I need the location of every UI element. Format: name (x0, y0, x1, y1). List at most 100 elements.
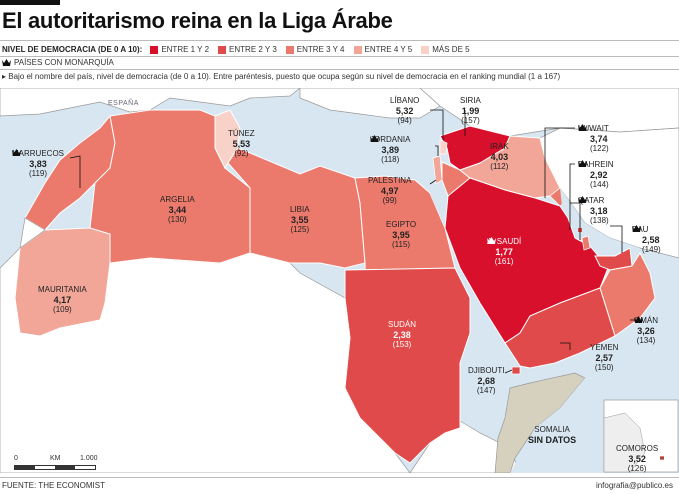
qatar-region (581, 235, 591, 251)
country-rank: (161) (494, 257, 514, 266)
asaudi-label: A. SAUDÍ 1,77 (161) (487, 237, 521, 267)
country-rank: (115) (392, 240, 411, 249)
legend-item-label: ENTRE 3 Y 4 (296, 45, 345, 54)
mauritania-label: MAURITANIA 4,17 (109) (38, 285, 87, 315)
egipto-label: EGIPTO 3,95 (115) (386, 220, 416, 250)
country-name: DJIBOUTI (468, 366, 505, 375)
western-sahara-region (19, 217, 46, 249)
country-rank: (109) (53, 305, 72, 314)
legend-item: ENTRE 4 Y 5 (353, 45, 413, 54)
legend: NIVEL DE DEMOCRACIA (DE 0 A 10): ENTRE 1… (2, 43, 677, 56)
country-name: EGIPTO (386, 220, 417, 229)
yemen-label: YEMEN 2,57 (150) (590, 343, 618, 373)
leader-line (544, 127, 575, 198)
leader-line (429, 179, 437, 185)
leader-line (560, 342, 571, 350)
country-name: KUWAIT (578, 124, 609, 133)
tunez-label: TÚNEZ 5,53 (92) (228, 129, 255, 159)
crown-icon (634, 316, 643, 323)
somalia-region (494, 372, 586, 473)
country-rank: (147) (476, 386, 496, 395)
country-rank: (118) (381, 155, 400, 164)
comoros-inset-land (603, 412, 646, 473)
country-name: IRAK (490, 142, 509, 151)
libano-label: LÍBANO 5,32 (94) (390, 96, 419, 126)
source-footer: FUENTE: THE ECONOMIST (2, 481, 105, 490)
kuwait-label: KUWAIT 3,74 (122) (578, 124, 609, 154)
leader-line (69, 155, 81, 188)
leader-line (435, 145, 439, 156)
legend-item-label: ENTRE 2 Y 3 (229, 45, 277, 54)
country-score: 2,57 (595, 353, 613, 363)
irak-label: IRAK 4,03 (112) (490, 142, 509, 172)
country-score: 2,68 (477, 376, 495, 386)
somalia-label: SOMALIA SIN DATOS (528, 425, 576, 445)
legend-item-label: MÁS DE 5 (432, 45, 470, 54)
leader-line (504, 369, 513, 374)
country-rank: (130) (168, 215, 187, 224)
country-score: 4,17 (53, 295, 72, 305)
country-score: 1,77 (495, 247, 513, 257)
country-name: MARRUECOS (12, 149, 65, 158)
country-name: PALESTINA (368, 176, 412, 185)
country-rank: (134) (636, 336, 656, 345)
country-name: OMÁN (634, 316, 658, 325)
country-score: 3,74 (590, 134, 608, 144)
country-name: QATAR (578, 196, 605, 205)
leader-line (570, 202, 581, 240)
country-rank: (125) (290, 225, 310, 234)
country-rank: (149) (642, 245, 661, 254)
country-score: 3,52 (628, 454, 646, 464)
legend-swatch (421, 45, 430, 54)
djibouti-region (511, 366, 521, 375)
country-name: LIBIA (290, 205, 310, 214)
marruecos-label: MARRUECOS 3,83 (119) (12, 149, 64, 179)
country-name: YEMEN (590, 343, 619, 352)
yemen-region (504, 287, 616, 369)
country-name: ARGELIA (160, 195, 195, 204)
djibouti-label: DJIBOUTI 2,68 (147) (468, 366, 504, 396)
country-rank: (126) (627, 464, 647, 473)
argelia-region (89, 109, 251, 264)
country-name: LÍBANO (390, 96, 420, 105)
country-score: 3,55 (291, 215, 309, 225)
country-score: 3,83 (29, 159, 47, 169)
scale-bar-graphic (14, 465, 96, 470)
country-score: 1,99 (461, 106, 480, 116)
country-rank: (157) (461, 116, 480, 125)
explanatory-note: ▸ Bajo el nombre del país, nivel de demo… (2, 72, 560, 81)
divider (0, 40, 679, 41)
country-name: JORDANIA (370, 135, 411, 144)
qatar-label: QATAR 3,18 (138) (578, 196, 609, 226)
scale-unit: KM (50, 455, 61, 462)
country-rank: (99) (382, 196, 397, 205)
libia-label: LIBIA 3,55 (125) (290, 205, 310, 235)
legend-item-label: ENTRE 1 Y 2 (161, 45, 210, 54)
country-score: 3,89 (381, 145, 399, 155)
eau-label: EAU 2,58 (149) (632, 225, 661, 255)
country-name: TÚNEZ (228, 129, 255, 138)
country-rank: (94) (397, 116, 412, 125)
monarchy-legend-label: PAÍSES CON MONARQUÍA (14, 58, 114, 67)
crown-icon (12, 149, 21, 156)
country-rank: (112) (490, 162, 509, 171)
leader-line (610, 225, 623, 253)
leader-line (430, 109, 444, 140)
crown-icon (578, 160, 587, 167)
legend-swatch (218, 45, 227, 54)
country-score: 2,38 (393, 330, 411, 340)
legend-item: MÁS DE 5 (421, 45, 470, 54)
leader-line (569, 163, 575, 230)
scale-zero: 0 (14, 455, 18, 462)
crown-icon (487, 237, 496, 244)
country-rank: (92) (234, 149, 249, 158)
legend-item-label: ENTRE 4 Y 5 (364, 45, 413, 54)
country-name: SIRIA (460, 96, 481, 105)
legend-swatch (150, 45, 159, 54)
country-rank: (144) (590, 180, 609, 189)
country-score: 3,26 (637, 326, 655, 336)
divider (0, 477, 679, 478)
legend-item: ENTRE 2 Y 3 (218, 45, 277, 54)
country-score: 2,58 (642, 235, 660, 245)
